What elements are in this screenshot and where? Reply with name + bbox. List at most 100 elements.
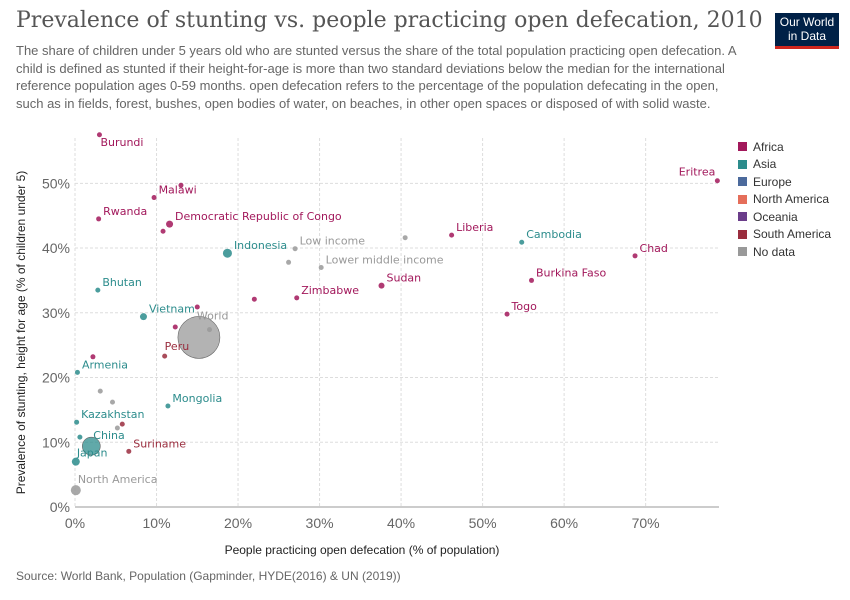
y-tick-label: 50% <box>42 175 70 191</box>
data-point[interactable] <box>95 287 101 293</box>
point-label: Kazakhstan <box>81 408 144 421</box>
chart-subtitle: The share of children under 5 years old … <box>16 43 736 111</box>
data-point[interactable] <box>162 353 168 359</box>
y-tick-label: 20% <box>42 370 70 386</box>
legend-swatch <box>738 194 747 204</box>
data-point[interactable] <box>70 485 81 496</box>
data-point[interactable] <box>172 324 178 330</box>
data-point[interactable] <box>177 316 221 359</box>
x-axis-title: People practicing open defecation (% of … <box>225 543 500 557</box>
point-label: Malawi <box>159 184 197 197</box>
data-point[interactable] <box>402 235 408 241</box>
data-point[interactable] <box>286 259 292 265</box>
legend-item[interactable]: Oceania <box>738 208 831 226</box>
x-tick-label: 60% <box>550 515 578 531</box>
data-point[interactable] <box>119 421 125 427</box>
legend-item[interactable]: South America <box>738 226 831 244</box>
point-label: Burundi <box>100 136 143 149</box>
data-point[interactable] <box>222 248 232 258</box>
data-point[interactable] <box>96 216 102 222</box>
data-point[interactable] <box>714 178 720 184</box>
legend-label: No data <box>753 244 796 259</box>
data-point[interactable] <box>378 282 385 289</box>
point-label: Armenia <box>82 358 128 371</box>
legend-label: Asia <box>753 157 777 172</box>
legend-item[interactable]: No data <box>738 243 831 261</box>
point-label: Liberia <box>456 221 493 234</box>
point-label: Togo <box>511 300 538 313</box>
logo-line-2: in Data <box>787 29 827 43</box>
x-tick-label: 30% <box>306 515 334 531</box>
point-label: China <box>93 429 124 442</box>
point-label: North America <box>78 473 158 486</box>
data-point[interactable] <box>109 399 115 405</box>
legend-label: South America <box>753 227 832 242</box>
data-point[interactable] <box>82 436 101 456</box>
data-point[interactable] <box>178 182 184 188</box>
data-point[interactable] <box>96 132 102 138</box>
data-point[interactable] <box>160 228 166 234</box>
x-tick-label: 70% <box>632 515 660 531</box>
data-point[interactable] <box>71 457 80 466</box>
data-point[interactable] <box>207 327 213 333</box>
point-label: Japan <box>76 447 108 460</box>
data-point[interactable] <box>139 313 147 321</box>
legend-label: North America <box>753 192 830 207</box>
legend-swatch <box>738 142 747 152</box>
y-tick-label: 40% <box>42 240 70 256</box>
data-point[interactable] <box>529 277 535 283</box>
data-point[interactable] <box>90 354 96 360</box>
point-label: Zimbabwe <box>301 284 359 297</box>
y-tick-label: 0% <box>50 499 70 515</box>
legend-item[interactable]: North America <box>738 191 831 209</box>
logo-line-1: Our World <box>779 15 835 29</box>
chart-title: Prevalence of stunting vs. people practi… <box>16 8 763 33</box>
data-point[interactable] <box>165 403 171 409</box>
point-label: Burkina Faso <box>536 266 606 279</box>
data-point[interactable] <box>251 296 257 302</box>
legend-label: Europe <box>753 174 792 189</box>
point-label: Mongolia <box>172 392 222 405</box>
x-tick-label: 0% <box>65 515 85 531</box>
data-point[interactable] <box>318 264 324 270</box>
data-point[interactable] <box>77 434 83 440</box>
y-tick-label: 30% <box>42 305 70 321</box>
data-point[interactable] <box>74 419 80 425</box>
data-point[interactable] <box>166 220 174 228</box>
data-point[interactable] <box>97 388 103 394</box>
data-point[interactable] <box>151 195 157 201</box>
point-label: Chad <box>640 242 668 255</box>
legend-item[interactable]: Europe <box>738 173 831 191</box>
data-point[interactable] <box>194 304 200 310</box>
legend-item[interactable]: Africa <box>738 138 831 156</box>
legend-swatch <box>738 177 747 187</box>
point-label: Suriname <box>133 437 186 450</box>
legend-swatch <box>738 159 747 169</box>
legend-swatch <box>738 229 747 239</box>
point-label: Democratic Republic of Congo <box>175 210 342 223</box>
legend-item[interactable]: Asia <box>738 156 831 174</box>
point-label: Low income <box>300 235 366 248</box>
point-label: Peru <box>165 340 190 353</box>
point-label: World <box>197 309 229 322</box>
x-tick-label: 10% <box>143 515 171 531</box>
point-label: Eritrea <box>679 166 716 179</box>
data-point[interactable] <box>114 425 120 431</box>
y-tick-label: 10% <box>42 434 70 450</box>
data-point[interactable] <box>126 448 132 454</box>
point-label: Sudan <box>387 272 422 285</box>
data-point[interactable] <box>292 246 298 252</box>
legend-label: Oceania <box>753 209 798 224</box>
y-axis-title: Prevalence of stunting, height for age (… <box>14 171 28 495</box>
data-point[interactable] <box>294 295 300 301</box>
data-point[interactable] <box>632 253 638 259</box>
point-label: Indonesia <box>234 239 287 252</box>
data-point[interactable] <box>504 311 510 317</box>
data-point[interactable] <box>74 369 80 375</box>
data-point[interactable] <box>449 232 455 238</box>
x-tick-label: 40% <box>387 515 415 531</box>
data-point[interactable] <box>519 239 525 245</box>
point-label: Cambodia <box>526 228 582 241</box>
owid-logo[interactable]: Our World in Data <box>775 13 839 49</box>
